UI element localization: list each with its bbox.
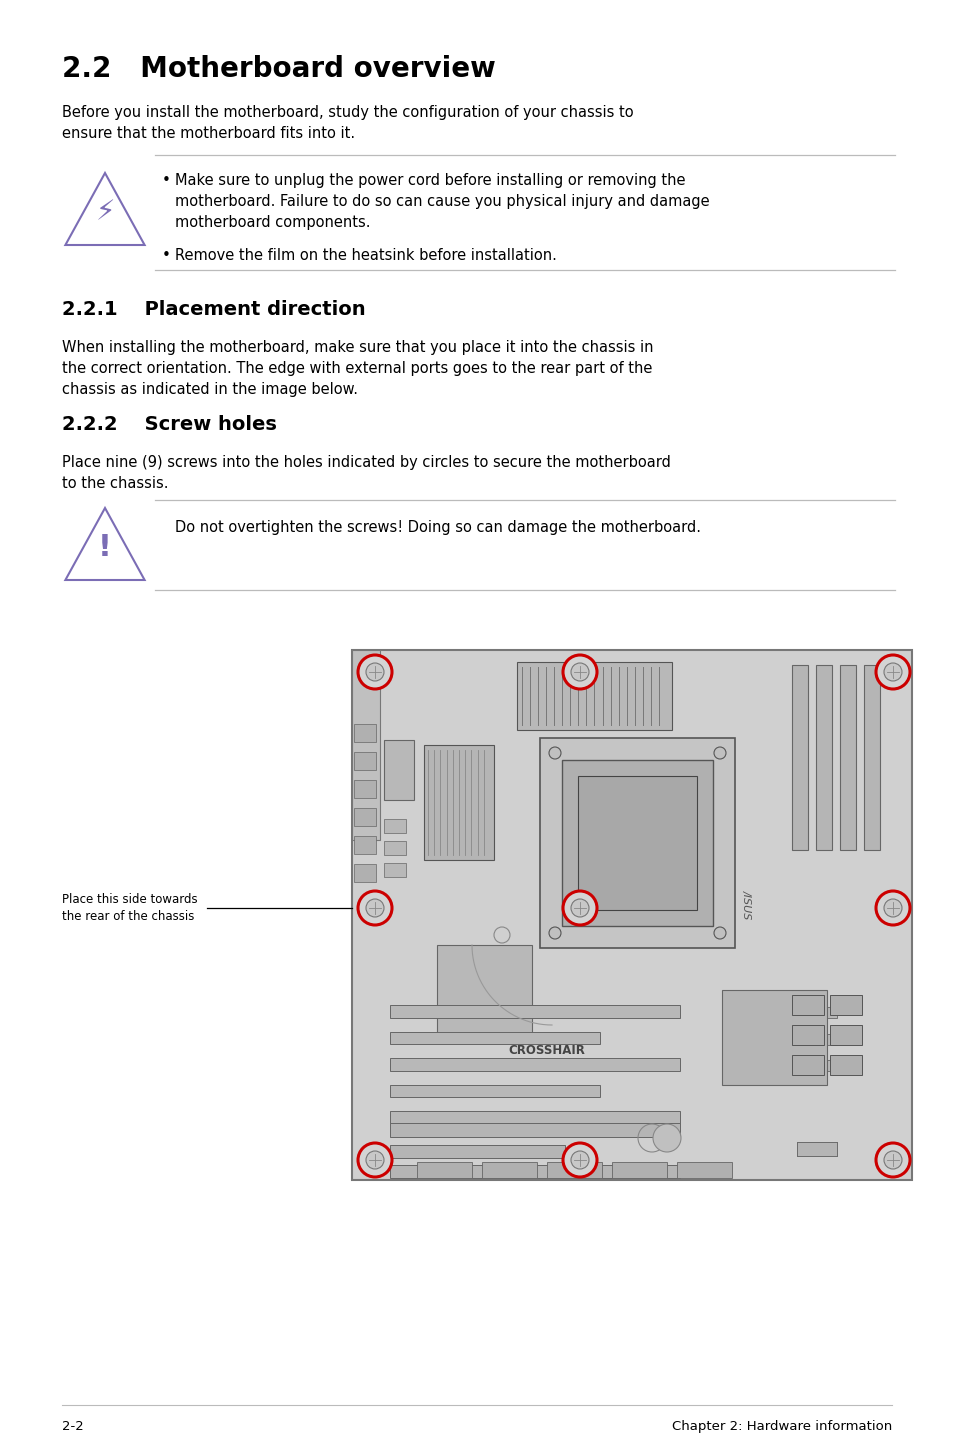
Circle shape bbox=[366, 663, 384, 682]
Circle shape bbox=[562, 1143, 597, 1176]
FancyBboxPatch shape bbox=[561, 761, 712, 926]
Circle shape bbox=[571, 899, 588, 917]
FancyBboxPatch shape bbox=[737, 1034, 836, 1045]
Text: Chapter 2: Hardware information: Chapter 2: Hardware information bbox=[671, 1419, 891, 1434]
FancyBboxPatch shape bbox=[791, 1025, 823, 1045]
Text: •: • bbox=[162, 173, 171, 188]
Circle shape bbox=[883, 1150, 901, 1169]
FancyBboxPatch shape bbox=[796, 1142, 836, 1156]
FancyBboxPatch shape bbox=[863, 664, 879, 850]
Text: 2.2   Motherboard overview: 2.2 Motherboard overview bbox=[62, 55, 496, 83]
Circle shape bbox=[875, 654, 909, 689]
FancyBboxPatch shape bbox=[423, 745, 494, 860]
FancyBboxPatch shape bbox=[354, 723, 375, 742]
FancyBboxPatch shape bbox=[384, 841, 406, 856]
Circle shape bbox=[875, 1143, 909, 1176]
Text: /ISUS: /ISUS bbox=[741, 890, 751, 920]
FancyBboxPatch shape bbox=[390, 1058, 679, 1071]
FancyBboxPatch shape bbox=[539, 738, 734, 948]
FancyBboxPatch shape bbox=[354, 864, 375, 881]
FancyBboxPatch shape bbox=[517, 661, 671, 731]
Text: When installing the motherboard, make sure that you place it into the chassis in: When installing the motherboard, make su… bbox=[62, 339, 653, 397]
FancyBboxPatch shape bbox=[354, 808, 375, 825]
Circle shape bbox=[366, 1150, 384, 1169]
Text: Before you install the motherboard, study the configuration of your chassis to
e: Before you install the motherboard, stud… bbox=[62, 105, 633, 141]
FancyBboxPatch shape bbox=[791, 1055, 823, 1076]
Text: !: ! bbox=[98, 533, 112, 562]
FancyBboxPatch shape bbox=[384, 820, 406, 833]
FancyBboxPatch shape bbox=[796, 1142, 836, 1156]
FancyBboxPatch shape bbox=[384, 863, 406, 877]
FancyBboxPatch shape bbox=[416, 1162, 472, 1178]
FancyBboxPatch shape bbox=[354, 835, 375, 854]
FancyBboxPatch shape bbox=[390, 1145, 564, 1158]
Text: 2.2.2    Screw holes: 2.2.2 Screw holes bbox=[62, 416, 276, 434]
FancyBboxPatch shape bbox=[481, 1162, 537, 1178]
FancyBboxPatch shape bbox=[384, 741, 414, 800]
Circle shape bbox=[562, 892, 597, 925]
FancyBboxPatch shape bbox=[390, 1112, 679, 1125]
Circle shape bbox=[713, 928, 725, 939]
Text: Make sure to unplug the power cord before installing or removing the
motherboard: Make sure to unplug the power cord befor… bbox=[174, 173, 709, 230]
Circle shape bbox=[875, 892, 909, 925]
Text: Remove the film on the heatsink before installation.: Remove the film on the heatsink before i… bbox=[174, 247, 557, 263]
Text: Place this side towards
the rear of the chassis: Place this side towards the rear of the … bbox=[62, 893, 197, 923]
Circle shape bbox=[713, 746, 725, 759]
Circle shape bbox=[571, 663, 588, 682]
Circle shape bbox=[548, 928, 560, 939]
FancyBboxPatch shape bbox=[578, 777, 697, 910]
FancyBboxPatch shape bbox=[390, 1086, 599, 1097]
Circle shape bbox=[548, 746, 560, 759]
Text: Do not overtighten the screws! Doing so can damage the motherboard.: Do not overtighten the screws! Doing so … bbox=[174, 521, 700, 535]
FancyBboxPatch shape bbox=[390, 1032, 599, 1044]
FancyBboxPatch shape bbox=[436, 945, 532, 1035]
Circle shape bbox=[357, 892, 392, 925]
Text: CROSSHAIR: CROSSHAIR bbox=[508, 1044, 585, 1057]
FancyBboxPatch shape bbox=[354, 779, 375, 798]
Text: •: • bbox=[162, 247, 171, 263]
Circle shape bbox=[357, 1143, 392, 1176]
FancyBboxPatch shape bbox=[829, 995, 862, 1015]
FancyBboxPatch shape bbox=[390, 1165, 679, 1178]
Text: Place nine (9) screws into the holes indicated by circles to secure the motherbo: Place nine (9) screws into the holes ind… bbox=[62, 454, 670, 490]
FancyBboxPatch shape bbox=[677, 1162, 731, 1178]
Circle shape bbox=[562, 654, 597, 689]
FancyBboxPatch shape bbox=[354, 752, 375, 769]
FancyBboxPatch shape bbox=[815, 664, 831, 850]
FancyBboxPatch shape bbox=[612, 1162, 666, 1178]
FancyBboxPatch shape bbox=[737, 1060, 836, 1071]
Text: 2-2: 2-2 bbox=[62, 1419, 84, 1434]
Circle shape bbox=[883, 663, 901, 682]
FancyBboxPatch shape bbox=[829, 1025, 862, 1045]
FancyBboxPatch shape bbox=[829, 1055, 862, 1076]
FancyBboxPatch shape bbox=[737, 1007, 836, 1018]
FancyBboxPatch shape bbox=[546, 1162, 601, 1178]
FancyBboxPatch shape bbox=[791, 664, 807, 850]
FancyBboxPatch shape bbox=[840, 664, 855, 850]
FancyBboxPatch shape bbox=[791, 995, 823, 1015]
Circle shape bbox=[357, 654, 392, 689]
FancyBboxPatch shape bbox=[390, 1005, 679, 1018]
Circle shape bbox=[652, 1125, 680, 1152]
FancyBboxPatch shape bbox=[721, 989, 826, 1086]
FancyBboxPatch shape bbox=[796, 1142, 836, 1156]
Circle shape bbox=[883, 899, 901, 917]
Text: ⚡: ⚡ bbox=[95, 198, 114, 227]
Circle shape bbox=[366, 899, 384, 917]
FancyBboxPatch shape bbox=[352, 650, 911, 1181]
FancyBboxPatch shape bbox=[390, 1123, 679, 1137]
Circle shape bbox=[571, 1150, 588, 1169]
Text: 2.2.1    Placement direction: 2.2.1 Placement direction bbox=[62, 301, 365, 319]
FancyBboxPatch shape bbox=[352, 650, 379, 840]
